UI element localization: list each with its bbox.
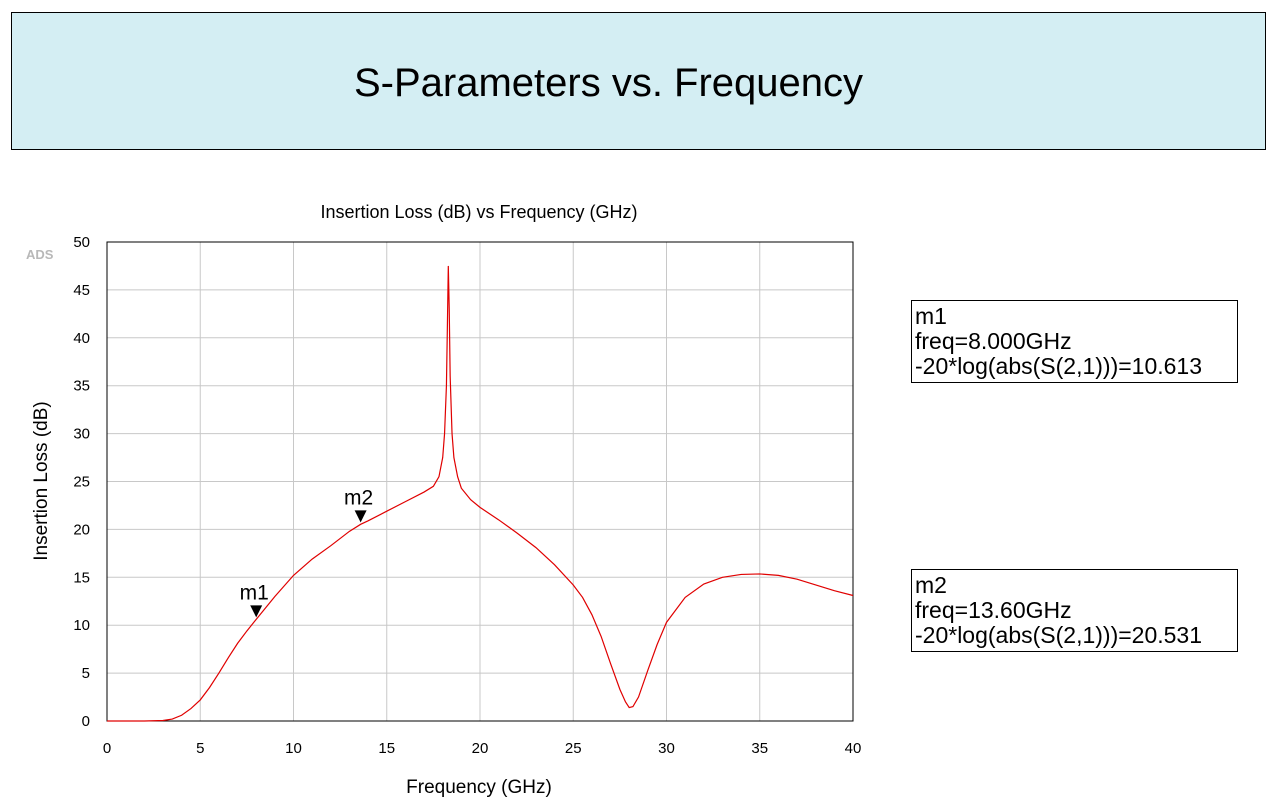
title-banner: S-Parameters vs. Frequency xyxy=(11,12,1266,150)
x-tick-label: 25 xyxy=(565,740,582,757)
x-tick-label: 10 xyxy=(285,740,302,757)
marker-m2-value: -20*log(abs(S(2,1)))=20.531 xyxy=(915,622,1203,648)
ads-watermark: ADS xyxy=(26,247,54,262)
marker-m1-name: m1 xyxy=(915,303,947,329)
y-tick-label: 30 xyxy=(73,426,90,443)
y-tick-label: 0 xyxy=(82,713,90,730)
x-tick-labels: 0 5 10 15 20 25 30 35 40 xyxy=(103,740,862,757)
y-tick-label: 35 xyxy=(73,378,90,395)
y-tick-label: 10 xyxy=(73,617,90,634)
y-tick-label: 40 xyxy=(73,330,90,347)
y-tick-label: 45 xyxy=(73,282,90,299)
marker-m1-freq: freq=8.000GHz xyxy=(915,328,1072,354)
marker-m1-label: m1 xyxy=(240,581,269,604)
x-tick-label: 0 xyxy=(103,740,111,757)
plot-frame xyxy=(106,241,854,722)
marker-m2-label: m2 xyxy=(344,486,373,509)
page-title: S-Parameters vs. Frequency xyxy=(353,61,864,105)
markers: m1 m2 xyxy=(240,486,373,618)
x-tick-label: 5 xyxy=(196,740,204,757)
marker-m1-triangle xyxy=(250,605,263,618)
x-tick-label: 30 xyxy=(658,740,675,757)
x-tick-label: 15 xyxy=(378,740,395,757)
y-tick-label: 5 xyxy=(82,665,90,682)
y-tick-label: 50 xyxy=(73,234,90,251)
marker-m2-triangle xyxy=(354,510,367,523)
marker-m2-name: m2 xyxy=(915,572,947,598)
y-tick-label: 20 xyxy=(73,521,90,538)
marker-m2-freq: freq=13.60GHz xyxy=(915,597,1072,623)
x-tick-label: 40 xyxy=(845,740,862,757)
grid-lines xyxy=(106,241,854,722)
marker-m1-value: -20*log(abs(S(2,1)))=10.613 xyxy=(915,353,1203,379)
x-tick-label: 35 xyxy=(751,740,768,757)
chart-title: Insertion Loss (dB) vs Frequency (GHz) xyxy=(320,202,637,222)
x-tick-label: 20 xyxy=(472,740,489,757)
insertion-loss-line xyxy=(107,265,854,722)
y-tick-label: 15 xyxy=(73,569,90,586)
marker-readout-m2: m2 freq=13.60GHz -20*log(abs(S(2,1)))=20… xyxy=(911,569,1238,652)
marker-readout-m1: m1 freq=8.000GHz -20*log(abs(S(2,1)))=10… xyxy=(911,300,1238,383)
y-tick-labels: 0 5 10 15 20 25 30 35 40 45 50 xyxy=(73,234,90,730)
y-tick-label: 25 xyxy=(73,474,90,491)
y-axis-label: Insertion Loss (dB) xyxy=(31,401,52,560)
x-axis-label: Frequency (GHz) xyxy=(406,777,552,798)
